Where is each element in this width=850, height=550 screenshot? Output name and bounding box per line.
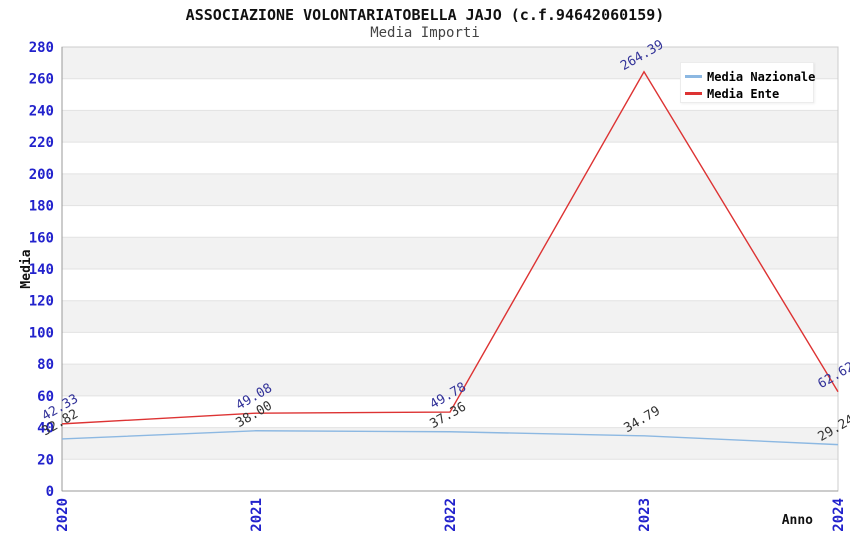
svg-text:240: 240 (29, 103, 54, 119)
legend-item-media-ente: Media Ente (685, 85, 809, 102)
svg-text:80: 80 (37, 357, 54, 373)
media-nazionale-line-swatch (685, 75, 702, 78)
svg-text:2024: 2024 (831, 498, 847, 532)
legend-label-media-nazionale: Media Nazionale (707, 69, 816, 84)
svg-text:Media: Media (19, 249, 34, 288)
svg-text:260: 260 (29, 72, 54, 88)
svg-text:60: 60 (37, 389, 54, 405)
svg-text:120: 120 (29, 294, 54, 310)
legend-item-media-nazionale: Media Nazionale (685, 68, 815, 85)
svg-text:2020: 2020 (55, 498, 71, 532)
svg-text:40: 40 (37, 421, 54, 437)
svg-text:Anno: Anno (782, 513, 813, 528)
svg-text:160: 160 (29, 230, 54, 246)
svg-text:100: 100 (29, 325, 54, 341)
legend-label-media-ente: Media Ente (707, 86, 780, 101)
legend: Media Nazionale Media Ente (680, 62, 815, 103)
svg-text:280: 280 (29, 40, 54, 56)
svg-text:200: 200 (29, 167, 54, 183)
chart-title: ASSOCIAZIONE VOLONTARIATOBELLA JAJO (c.f… (185, 6, 665, 24)
svg-text:140: 140 (29, 262, 54, 278)
svg-text:2021: 2021 (249, 498, 265, 532)
svg-text:2023: 2023 (637, 498, 653, 532)
svg-text:180: 180 (29, 199, 54, 215)
svg-text:20: 20 (37, 452, 54, 468)
svg-text:2022: 2022 (443, 498, 459, 532)
svg-text:0: 0 (46, 484, 54, 500)
svg-text:220: 220 (29, 135, 54, 151)
chart-subtitle: Media Importi (370, 25, 480, 41)
media-ente-line-swatch (685, 92, 702, 95)
